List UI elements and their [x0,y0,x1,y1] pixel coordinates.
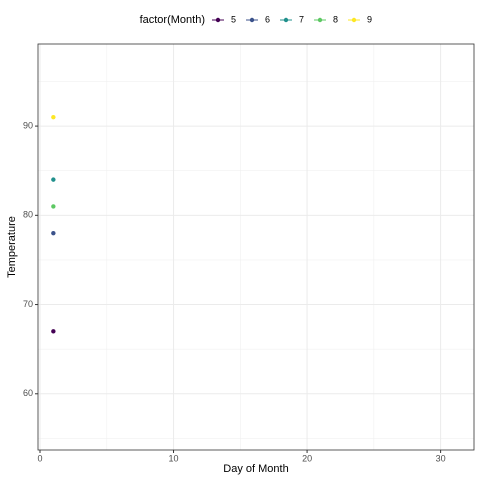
point [51,114,56,120]
point [51,329,56,334]
y-tick-label: 70 [23,299,33,309]
x-tick-label: 20 [302,453,312,463]
legend-key-dot [215,17,221,23]
panel-border [37,43,475,451]
x-axis-title: Day of Month [223,463,288,475]
y-axis-title: Temperature [6,216,18,278]
x-tick-label: 10 [169,453,179,463]
legend-key-dot [283,17,289,23]
y-tick-label: 60 [23,388,33,398]
x-tick-label: 0 [37,453,42,463]
legend-key-dot [249,17,255,23]
legend-title: factor(Month) [140,14,205,26]
point [51,204,56,209]
legend-label: 5 [231,14,236,24]
y-tick-label: 90 [23,120,33,130]
point [51,177,56,182]
legend-label: 6 [265,14,270,24]
point [51,230,56,236]
x-tick-label: 30 [436,453,446,463]
y-tick-label: 80 [23,210,33,220]
legend-label: 7 [299,14,304,24]
legend-label: 8 [333,14,338,24]
legend-label: 9 [367,14,372,24]
legend-key-dot [317,17,323,23]
legend-key-dot [351,17,357,23]
